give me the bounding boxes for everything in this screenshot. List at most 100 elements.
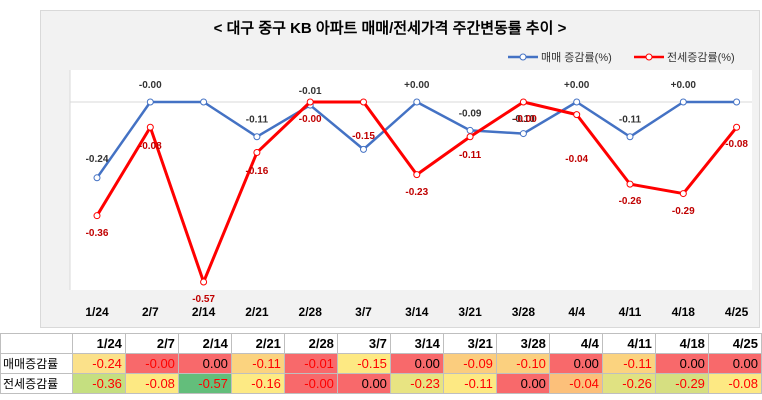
jeonse-point [360,98,367,106]
table-cell: -0.24 [71,353,126,374]
table-cell: -0.57 [177,373,232,394]
legend-sale: 매매 증감률(%) [508,49,612,65]
x-tick-label: 2/21 [245,305,269,319]
jeonse-point [679,190,687,198]
jeonse-data-label: -0.04 [565,154,588,165]
sale-data-label: +0.00 [671,80,697,91]
jeonse-data-label: -0.11 [459,150,482,161]
sale-point [626,133,634,141]
sale-data-label: -0.00 [139,80,162,91]
sale-point [93,174,101,182]
table-cell: -0.11 [230,353,285,374]
jeonse-data-label: -0.08 [725,139,748,150]
sale-point [200,98,208,106]
table-header-cell: 4/4 [548,333,603,354]
jeonse-data-label: -0.16 [246,166,269,177]
jeonse-data-label: -0.15 [352,131,375,142]
table-header-cell: 4/11 [601,333,656,354]
table-cell: 0.00 [707,353,762,374]
jeonse-point [626,180,634,188]
table-cell: 0.00 [177,353,232,374]
chart-title: < 대구 중구 KB 아파트 매매/전세가격 주간변동률 추이 > [213,20,567,37]
jeonse-data-label: -0.23 [405,187,428,198]
table-header-cell: 3/7 [336,333,391,354]
table-cell: 0.00 [389,353,444,374]
legend-jeonse-label: 전세증감률(%) [667,52,735,64]
jeonse-point [146,123,154,131]
table-cell: -0.00 [283,373,338,394]
sale-data-label: -0.11 [246,115,269,126]
table-header-cell: 2/7 [124,333,179,354]
table-cell: -0.23 [389,373,444,394]
x-tick-label: 3/7 [355,305,372,319]
x-tick-label: 4/4 [568,305,585,319]
table-cell: -0.16 [230,373,285,394]
table-row-label: 매매증감률 [0,353,73,374]
jeonse-data-label: -0.57 [192,294,215,305]
sale-data-label: -0.24 [86,154,109,165]
legend-sale-label: 매매 증감률(%) [541,52,612,64]
legend-jeonse: 전세증감률(%) [634,49,735,65]
table-cell: 0.00 [548,353,603,374]
table-cell: -0.11 [601,353,656,374]
jeonse-point [573,111,581,119]
table-header-cell: 3/14 [389,333,444,354]
table-corner-cell [0,333,73,354]
sale-point [733,98,741,106]
sale-data-label: -0.01 [299,86,322,97]
table-cell: -0.10 [495,353,550,374]
table-header-cell: 3/28 [495,333,550,354]
table-header-cell: 4/25 [707,333,762,354]
table-header-cell: 2/28 [283,333,338,354]
x-tick-label: 4/18 [672,305,696,319]
sale-point [519,130,527,138]
x-tick-label: 4/25 [725,305,749,319]
table-cell: -0.09 [442,353,497,374]
table-row: 전세증감률 -0.36 -0.08 -0.57 -0.16 -0.00 0.00 -0.23-… [0,373,762,394]
table-header-cell: 2/14 [177,333,232,354]
table-cell: -0.29 [654,373,709,394]
sale-point [413,98,421,106]
table-cell: -0.01 [283,353,338,374]
table-header-cell: 4/18 [654,333,709,354]
sale-point [466,126,474,134]
table-cell: -0.04 [548,373,603,394]
jeonse-data-label: -0.29 [672,206,695,217]
table-cell: -0.26 [601,373,656,394]
table-cell: 0.00 [336,373,391,394]
x-tick-label: 2/7 [142,305,159,319]
sale-point [146,98,154,106]
legend-sale-marker [508,53,538,61]
sale-data-label: -0.11 [619,115,642,126]
data-table: 1/24 2/7 2/14 2/21 2/28 3/7 3/14 3/21 3/28 4/4 4/1… [0,333,762,394]
x-tick-label: 2/28 [299,305,323,319]
jeonse-data-label: -0.08 [139,141,162,152]
jeonse-point [519,98,527,106]
sale-data-label: +0.00 [564,80,590,91]
table-header-cell: 3/21 [442,333,497,354]
table-header-cell: 1/24 [71,333,126,354]
x-tick-label: 4/11 [619,305,642,319]
x-tick-label: 2/14 [192,305,216,319]
table-cell: -0.00 [124,353,179,374]
table-cell: -0.36 [71,373,126,394]
line-chart: 1/24 2/7 2/14 2/21 2/28 3/7 3/14 3/21 3/28 4/4 4/1… [69,70,752,319]
jeonse-data-label: -0.00 [514,114,537,125]
x-tick-label: 3/28 [512,305,536,319]
x-tick-label: 1/24 [85,305,109,319]
jeonse-data-label: -0.36 [86,228,109,239]
legend-jeonse-marker [634,53,664,61]
table-cell: -0.11 [442,373,497,394]
table-row-label: 전세증감률 [0,373,73,394]
sale-data-label: -0.09 [459,108,482,119]
jeonse-point [466,133,474,141]
table-header-cell: 2/21 [230,333,285,354]
jeonse-point [733,123,741,131]
sale-point [573,98,581,106]
jeonse-point [306,98,314,106]
jeonse-data-label: -0.26 [619,196,642,207]
x-tick-label: 3/14 [405,305,429,319]
sale-point [360,145,367,153]
sale-point [253,133,261,141]
jeonse-point [200,278,208,286]
